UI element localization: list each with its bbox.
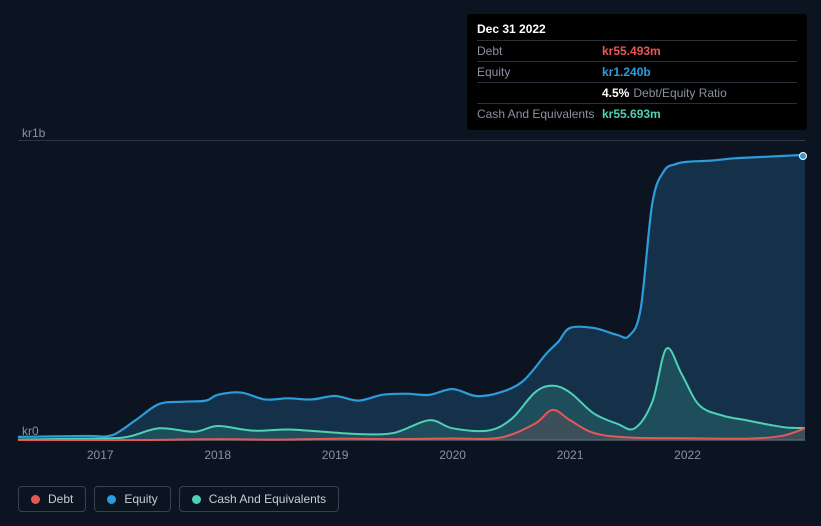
tooltip-row: 4.5% Debt/Equity Ratio <box>477 82 797 103</box>
legend-label-debt: Debt <box>48 492 73 506</box>
x-tick-label: 2021 <box>557 448 584 462</box>
tooltip-date: Dec 31 2022 <box>477 20 797 40</box>
chart-container: Dec 31 2022 Debtkr55.493mEquitykr1.240b4… <box>0 0 821 526</box>
tooltip-row: Debtkr55.493m <box>477 40 797 61</box>
hover-tooltip: Dec 31 2022 Debtkr55.493mEquitykr1.240b4… <box>467 14 807 130</box>
tooltip-value: kr55.693m <box>602 107 661 121</box>
x-axis-labels: 2017 2018 2019 2020 2021 2022 <box>18 448 805 466</box>
hover-marker <box>799 152 807 160</box>
y-axis-label-top: kr1b <box>22 126 45 140</box>
legend-dot-cash <box>192 495 201 504</box>
tooltip-value: kr55.493m <box>602 44 661 58</box>
tooltip-row: Equitykr1.240b <box>477 61 797 82</box>
x-tick-label: 2017 <box>87 448 114 462</box>
legend-item-debt[interactable]: Debt <box>18 486 86 512</box>
x-tick-label: 2018 <box>204 448 231 462</box>
tooltip-row: Cash And Equivalentskr55.693m <box>477 103 797 124</box>
legend-dot-equity <box>107 495 116 504</box>
tooltip-key <box>477 86 602 100</box>
tooltip-key: Debt <box>477 44 602 58</box>
tooltip-key: Cash And Equivalents <box>477 107 602 121</box>
legend-dot-debt <box>31 495 40 504</box>
x-tick-label: 2022 <box>674 448 701 462</box>
legend-item-cash[interactable]: Cash And Equivalents <box>179 486 339 512</box>
tooltip-key: Equity <box>477 65 602 79</box>
x-tick-label: 2019 <box>322 448 349 462</box>
legend-label-equity: Equity <box>124 492 157 506</box>
x-tick-label: 2020 <box>439 448 466 462</box>
tooltip-value: kr1.240b <box>602 65 651 79</box>
tooltip-extra: Debt/Equity Ratio <box>633 86 726 100</box>
tooltip-value: 4.5% <box>602 86 629 100</box>
legend-item-equity[interactable]: Equity <box>94 486 170 512</box>
plot-area[interactable] <box>18 140 805 440</box>
legend-label-cash: Cash And Equivalents <box>209 492 326 506</box>
legend: Debt Equity Cash And Equivalents <box>18 486 339 512</box>
